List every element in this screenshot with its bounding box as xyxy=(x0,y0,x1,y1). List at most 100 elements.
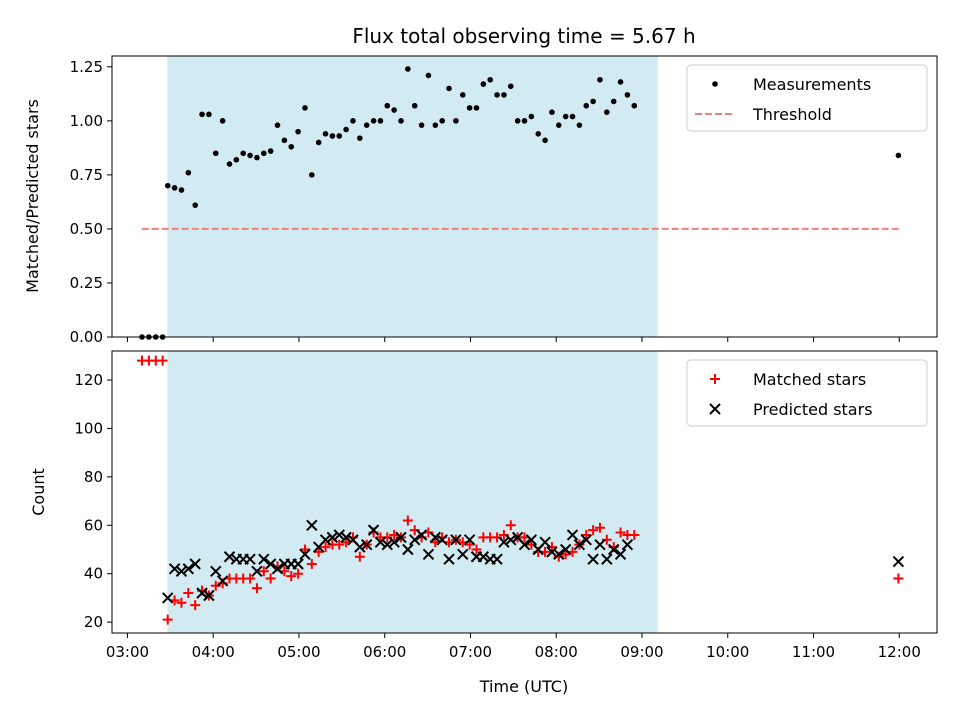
measurement-point xyxy=(487,76,493,83)
matched-star-point xyxy=(594,522,605,533)
predicted-star-point xyxy=(607,543,620,556)
measurement-point xyxy=(247,152,253,159)
predicted-star-point xyxy=(601,553,613,565)
measurement-point xyxy=(164,182,171,189)
measurement-point xyxy=(363,122,370,128)
predicted-star-point xyxy=(196,587,208,599)
predicted-star-point xyxy=(477,551,490,563)
y-tick-label: 0.00 xyxy=(70,328,103,346)
predicted-star-point xyxy=(216,575,229,587)
legend-label: Measurements xyxy=(753,75,871,94)
measurement-point xyxy=(240,150,247,157)
matched-star-point xyxy=(157,355,168,366)
matched-star-point xyxy=(320,542,331,553)
predicted-star-point xyxy=(258,553,270,565)
matched-star-point xyxy=(560,549,571,560)
measurement-point xyxy=(521,118,528,124)
y-tick-label: 0.75 xyxy=(70,166,103,184)
top-y-axis-label: Matched/Predicted stars xyxy=(23,99,42,293)
matched-star-point xyxy=(293,568,304,579)
predicted-star-point xyxy=(374,536,387,548)
predicted-star-point xyxy=(566,529,579,541)
measurement-point xyxy=(583,102,590,109)
measurement-point xyxy=(219,118,226,124)
matched-star-point xyxy=(354,551,365,562)
matched-star-point xyxy=(471,544,482,555)
x-tick-label: 05:00 xyxy=(277,643,320,661)
x-tick-label: 07:00 xyxy=(449,643,492,661)
predicted-star-point xyxy=(354,541,366,553)
x-tick-label: 12:00 xyxy=(878,643,921,661)
predicted-star-point xyxy=(292,558,304,570)
measurement-point xyxy=(501,92,507,98)
measurement-point xyxy=(315,139,322,146)
count-panel: 20 40 60 80 100 120 03:00 04:00 05:00 06:00 07:00 0… xyxy=(74,350,938,661)
predicted-star-point xyxy=(559,543,572,556)
matched-star-point xyxy=(313,546,324,557)
predicted-star-point xyxy=(251,565,263,577)
predicted-star-point xyxy=(210,565,222,577)
matched-star-point xyxy=(893,573,904,584)
predicted-star-point xyxy=(463,534,476,546)
x-axis-label: Time (UTC) xyxy=(479,677,568,696)
measurement-point xyxy=(494,92,500,98)
y-tick-label: 0.25 xyxy=(70,274,103,292)
legend-label: Matched stars xyxy=(753,370,866,389)
measurement-point xyxy=(556,122,562,128)
matched-star-point xyxy=(306,559,317,570)
predicted-star-point xyxy=(175,565,188,577)
x-tick-label: 09:00 xyxy=(620,643,663,661)
legend-box xyxy=(686,64,928,132)
measurement-point xyxy=(453,118,459,124)
matched-star-point xyxy=(162,614,173,625)
predicted-star-point xyxy=(319,534,332,546)
measurement-point xyxy=(302,105,308,111)
legend-label: Predicted stars xyxy=(753,400,873,419)
y-tick-label: 80 xyxy=(84,468,103,486)
measurement-point xyxy=(212,150,219,157)
predicted-star-point xyxy=(587,553,599,565)
measurement-point xyxy=(562,113,569,120)
measurement-point xyxy=(432,122,439,128)
predicted-star-point xyxy=(436,534,448,546)
predicted-star-point xyxy=(326,531,339,544)
axes-frame xyxy=(111,55,938,338)
predicted-star-point xyxy=(409,534,421,546)
predicted-star-point xyxy=(491,553,503,565)
predicted-star-point xyxy=(162,592,174,604)
y-tick-label: 1.00 xyxy=(70,112,103,130)
predicted-star-point xyxy=(360,538,373,551)
measurement-point xyxy=(192,202,198,208)
predicted-star-point xyxy=(457,548,469,561)
matched-star-point xyxy=(464,539,475,550)
y-tick-label: 100 xyxy=(74,419,103,437)
measurement-point xyxy=(542,137,548,144)
bottom-y-axis-label: Count xyxy=(29,468,48,516)
figure-title: Flux total observing time = 5.67 h xyxy=(352,24,695,48)
measurement-point xyxy=(206,111,212,118)
predicted-star-point xyxy=(189,558,201,570)
measurement-point xyxy=(895,152,902,159)
measurement-point xyxy=(370,118,377,124)
predicted-star-point xyxy=(415,529,428,541)
measurement-point xyxy=(418,122,425,128)
y-tick-label: 60 xyxy=(84,516,103,534)
matched-star-point xyxy=(629,529,640,540)
measurement-point xyxy=(459,92,466,98)
measurement-point xyxy=(178,187,185,193)
measurement-point xyxy=(507,83,514,90)
legend: Measurements Threshold xyxy=(686,64,928,132)
y-tick-label: 0.50 xyxy=(70,220,103,238)
matched-star-point xyxy=(588,525,599,536)
predicted-star-point xyxy=(244,553,256,565)
measurement-point xyxy=(322,131,329,137)
measurement-point xyxy=(425,72,432,79)
predicted-star-point xyxy=(429,531,442,544)
predicted-star-point xyxy=(264,558,277,570)
measurement-point xyxy=(576,122,583,128)
measurement-point xyxy=(233,156,240,163)
measurement-point xyxy=(405,66,411,72)
measurement-point xyxy=(549,109,555,115)
measurement-point xyxy=(336,133,343,139)
